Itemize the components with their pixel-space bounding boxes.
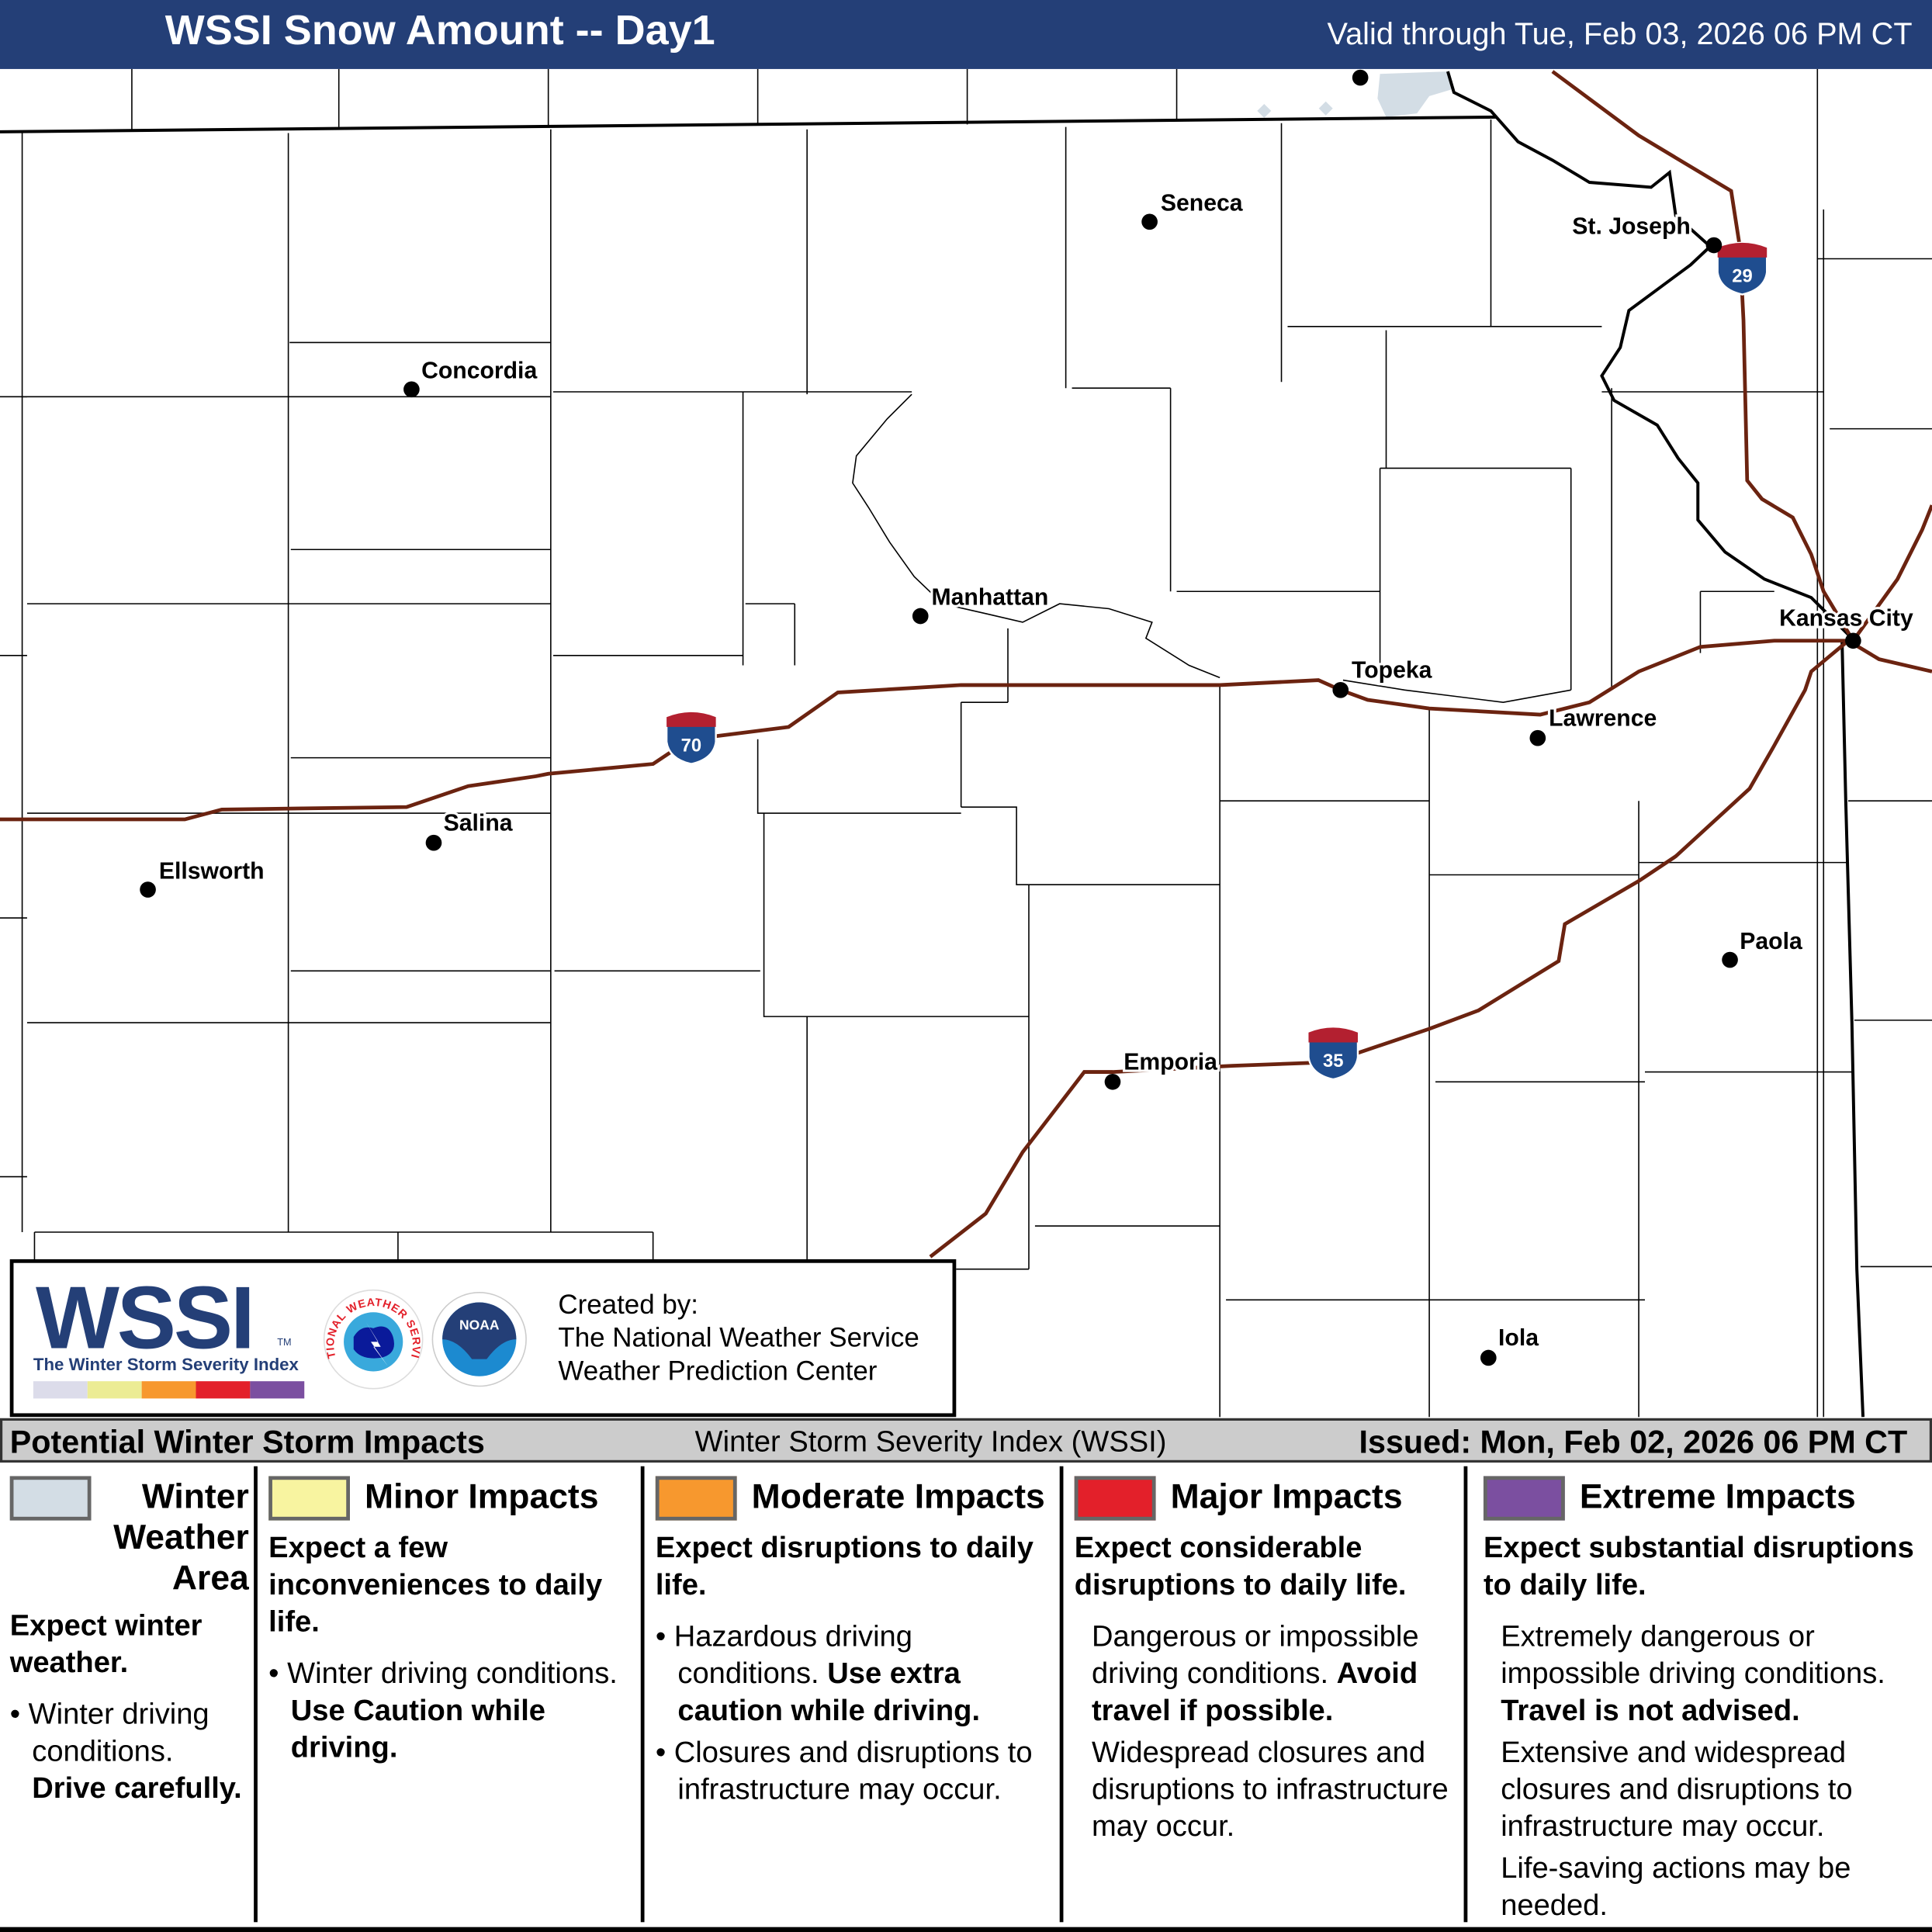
city-dot [1705, 237, 1723, 254]
cities: Seneca Concordia Manhattan Topeka Lawren… [140, 69, 1916, 1366]
legend-major-impacts: Major Impacts Expect considerable disrup… [1065, 1466, 1464, 1846]
legend-text: Extensive and widespread closures and di… [1501, 1736, 1853, 1844]
scale-swatch [196, 1381, 251, 1399]
legend-label: Minor Impacts [365, 1477, 599, 1516]
issued-time: Issued: Mon, Feb 02, 2026 06 PM CT [1359, 1423, 1908, 1460]
kansas-river [852, 393, 1571, 703]
scale-swatch [33, 1381, 88, 1399]
noaa-logo-icon: NOAA [431, 1292, 527, 1387]
legend-swatch [655, 1476, 737, 1521]
city-dot [403, 381, 420, 398]
legend-label: Winter Weather Area [113, 1477, 249, 1598]
scale-swatch [141, 1381, 196, 1399]
legend-title: Potential Winter Storm Impacts [9, 1423, 485, 1460]
legend-text: Life-saving actions may be needed. [1501, 1851, 1851, 1923]
legend-swatch [1483, 1476, 1565, 1521]
city-label: St. Joseph [1572, 214, 1691, 240]
interstate-routes [0, 70, 1932, 1259]
divider [1059, 1466, 1064, 1923]
i35-shield-icon: 35 [1307, 1027, 1359, 1081]
city-dot [1722, 951, 1738, 968]
index-name: Winter Storm Severity Index (WSSI) [694, 1425, 1167, 1459]
legend-text: Widespread closures and disruptions to i… [1091, 1736, 1449, 1844]
legend-headline: Expect substantial disruptions to daily … [1483, 1531, 1914, 1602]
legend-bullet: • Winter driving conditions. Use Caution… [268, 1657, 618, 1765]
legend-moderate-impacts: Moderate Impacts Expect disruptions to d… [646, 1466, 1060, 1809]
legend-headline: Expect winter weather. [9, 1608, 203, 1680]
divider [1463, 1466, 1468, 1923]
legend-text: Dangerous or impossible driving conditio… [1091, 1620, 1419, 1728]
city-dot [1352, 69, 1369, 86]
i29-route [1551, 70, 1932, 642]
wssi-logo: WSSI [36, 1269, 255, 1368]
legend-minor-impacts: Minor Impacts Expect a few inconvenience… [258, 1466, 640, 1767]
legend-bullet: • Winter driving conditions. Drive caref… [9, 1698, 242, 1806]
wssi-subtitle: The Winter Storm Severity Index [33, 1354, 299, 1374]
svg-text:35: 35 [1323, 1051, 1343, 1072]
credits-box: WSSI TM The Winter Storm Severity Index … [9, 1259, 957, 1418]
i70-shield-icon: 70 [665, 711, 717, 765]
city-label: Manhattan [932, 585, 1049, 611]
legend-swatch [1074, 1476, 1156, 1521]
map: 70 35 29 Seneca Concordia Manhattan Tope… [0, 68, 1932, 1418]
city-dot [1104, 1073, 1121, 1090]
legend-bullet: • Hazardous driving conditions. Use extr… [655, 1620, 981, 1728]
city-label: Emporia [1124, 1049, 1217, 1075]
created-by-label: Created by: [558, 1289, 698, 1320]
legend-swatch [268, 1476, 350, 1521]
i70-route [0, 639, 1932, 822]
legend-headline: Expect considerable disruptions to daily… [1074, 1531, 1407, 1602]
legend-label: Moderate Impacts [751, 1477, 1045, 1516]
legend-header: Potential Winter Storm Impacts Winter St… [0, 1418, 1932, 1463]
city-label: Seneca [1161, 191, 1243, 216]
bottom-border [0, 1927, 1932, 1932]
legend-headline: Expect disruptions to daily life. [655, 1531, 1034, 1602]
header-bar: WSSI Snow Amount -- Day1 Valid through T… [0, 0, 1932, 69]
city-label: Concordia [421, 358, 537, 384]
county-lines [0, 68, 1932, 1418]
legend-extreme-impacts: Extreme Impacts Expect substantial disru… [1469, 1466, 1932, 1925]
divider [254, 1466, 258, 1923]
legend-winter-weather-area: Winter Weather Area Expect winter weathe… [0, 1466, 254, 1808]
city-dot [140, 881, 156, 898]
svg-text:29: 29 [1732, 266, 1753, 287]
city-label: Salina [444, 810, 513, 836]
credits-text: Created by: The National Weather Service… [558, 1287, 919, 1387]
city-label: Lawrence [1549, 705, 1657, 731]
divider [640, 1466, 645, 1923]
city-label: Topeka [1352, 657, 1432, 683]
legend-bullet: • Closures and disruptions to infrastruc… [655, 1736, 1033, 1807]
state-borders [0, 71, 1865, 1418]
city-dot [1480, 1349, 1497, 1366]
city-label: Kansas City [1779, 606, 1913, 632]
i29-shield-icon: 29 [1716, 241, 1768, 296]
city-dot [1141, 213, 1158, 230]
city-label: Paola [1740, 929, 1802, 954]
city-dot [1332, 681, 1349, 698]
legend-label: Extreme Impacts [1579, 1477, 1856, 1516]
map-title: WSSI Snow Amount -- Day1 [164, 7, 715, 54]
svg-text:NOAA: NOAA [459, 1317, 500, 1332]
legend-label: Major Impacts [1170, 1477, 1403, 1516]
i35-route [929, 639, 1850, 1259]
interstate-shields: 70 35 29 [665, 241, 1768, 1081]
city-dot [912, 608, 929, 625]
city-dot [1529, 729, 1546, 746]
legend-headline: Expect a few inconveniences to daily lif… [268, 1531, 603, 1639]
trademark: TM [277, 1336, 292, 1349]
legend-swatch [9, 1476, 92, 1521]
scale-swatch [250, 1381, 305, 1399]
city-dot [1845, 632, 1861, 649]
scale-swatch [87, 1381, 142, 1399]
valid-time: Valid through Tue, Feb 03, 2026 06 PM CT [1327, 17, 1913, 52]
svg-text:70: 70 [681, 736, 701, 757]
legend-text: Extremely dangerous or impossible drivin… [1501, 1620, 1885, 1728]
org-wpc: Weather Prediction Center [558, 1355, 878, 1387]
city-label: Iola [1498, 1325, 1539, 1351]
city-dot [425, 834, 442, 851]
nws-logo-icon: NATIONAL WEATHER SERVICE [321, 1287, 424, 1390]
org-nws: The National Weather Service [558, 1321, 919, 1353]
city-label: Ellsworth [159, 858, 265, 884]
